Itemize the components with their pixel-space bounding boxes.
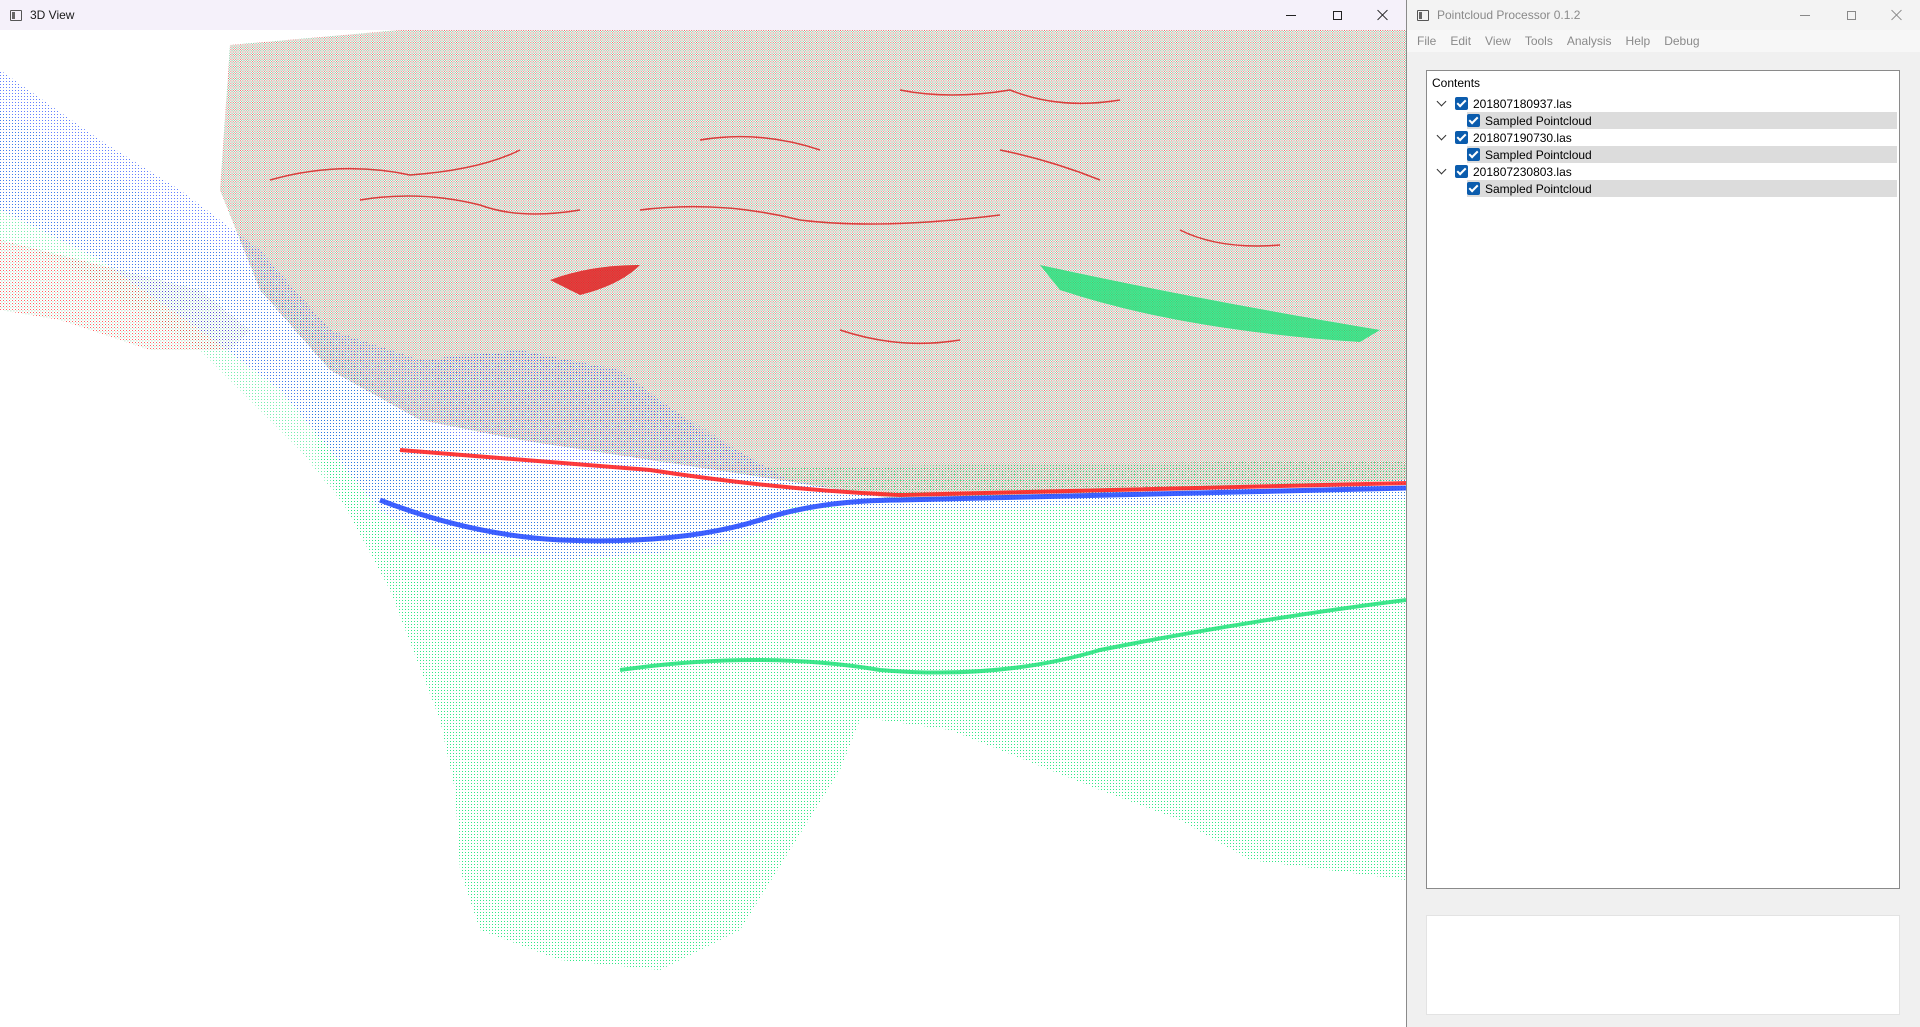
close-button[interactable] <box>1360 0 1406 30</box>
child-name: Sampled Pointcloud <box>1485 113 1592 128</box>
close-button[interactable] <box>1874 0 1920 30</box>
child-checkbox[interactable] <box>1467 148 1480 161</box>
menu-file[interactable]: File <box>1417 34 1437 48</box>
green-patch <box>1040 265 1380 342</box>
tree-file-row[interactable]: 201807180937.las <box>1427 95 1572 112</box>
check-icon <box>1468 148 1479 159</box>
file-name: 201807190730.las <box>1473 130 1572 145</box>
check-icon <box>1468 114 1479 125</box>
processor-titlebar[interactable]: Pointcloud Processor 0.1.2 <box>1407 0 1920 30</box>
menu-analysis[interactable]: Analysis <box>1566 34 1612 48</box>
file-name: 201807180937.las <box>1473 96 1572 111</box>
check-icon <box>1456 131 1467 142</box>
menu-view[interactable]: View <box>1485 34 1511 48</box>
check-icon <box>1456 165 1467 176</box>
maximize-icon <box>1332 10 1342 20</box>
rock-cracks <box>269 89 1281 345</box>
tree-file-row[interactable]: 201807190730.las <box>1427 129 1572 146</box>
chevron-down-icon[interactable] <box>1436 164 1447 175</box>
file-checkbox[interactable] <box>1455 165 1468 178</box>
3d-view-window: 3D View <box>0 0 1407 1027</box>
tree-child-row[interactable]: Sampled Pointcloud <box>1467 180 1897 197</box>
minimize-icon <box>1800 14 1810 16</box>
chevron-down-icon[interactable] <box>1436 130 1447 141</box>
maximize-icon <box>1846 10 1856 20</box>
close-icon <box>1891 9 1903 21</box>
app-window-icon <box>10 9 22 21</box>
red-blob <box>550 265 640 295</box>
minimize-button[interactable] <box>1782 0 1828 30</box>
maximize-button[interactable] <box>1828 0 1874 30</box>
close-icon <box>1377 9 1389 21</box>
processor-title: Pointcloud Processor 0.1.2 <box>1437 8 1581 22</box>
tree-file-row[interactable]: 201807230803.las <box>1427 163 1572 180</box>
child-checkbox[interactable] <box>1467 114 1480 127</box>
tree-header: Contents <box>1432 76 1481 90</box>
blue-edge-line <box>379 485 1406 544</box>
pointcloud-render[interactable] <box>0 30 1406 1027</box>
blue-cloud <box>0 70 1406 560</box>
log-output-panel[interactable] <box>1426 915 1900 1015</box>
contents-tree[interactable]: Contents 201807180937.las Sampled Pointc… <box>1426 70 1900 889</box>
file-checkbox[interactable] <box>1455 131 1468 144</box>
maximize-button[interactable] <box>1314 0 1360 30</box>
green-ridge-line <box>619 598 1406 675</box>
app-window-icon <box>1417 9 1429 21</box>
menu-edit[interactable]: Edit <box>1450 34 1472 48</box>
menu-debug[interactable]: Debug <box>1664 34 1700 48</box>
child-name: Sampled Pointcloud <box>1485 147 1592 162</box>
red-cloud-left <box>0 240 250 350</box>
minimize-icon <box>1286 14 1296 16</box>
menu-help[interactable]: Help <box>1625 34 1651 48</box>
tree-child-row[interactable]: Sampled Pointcloud <box>1467 146 1897 163</box>
red-edge-line <box>399 448 1406 498</box>
check-icon <box>1456 97 1467 108</box>
chevron-down-icon[interactable] <box>1436 96 1447 107</box>
menu-tools[interactable]: Tools <box>1524 34 1553 48</box>
3d-viewport[interactable] <box>0 30 1406 1027</box>
child-checkbox[interactable] <box>1467 182 1480 195</box>
3d-view-title: 3D View <box>30 8 75 22</box>
3d-view-titlebar[interactable]: 3D View <box>0 0 1406 30</box>
blue-cloud-lens <box>430 352 780 480</box>
check-icon <box>1468 182 1479 193</box>
processor-window: Pointcloud Processor 0.1.2 File Edit Vie… <box>1407 0 1920 1027</box>
child-name: Sampled Pointcloud <box>1485 181 1592 196</box>
file-name: 201807230803.las <box>1473 164 1572 179</box>
menubar: File Edit View Tools Analysis Help Debug <box>1407 30 1920 52</box>
minimize-button[interactable] <box>1268 0 1314 30</box>
tree-child-row[interactable]: Sampled Pointcloud <box>1467 112 1897 129</box>
file-checkbox[interactable] <box>1455 97 1468 110</box>
